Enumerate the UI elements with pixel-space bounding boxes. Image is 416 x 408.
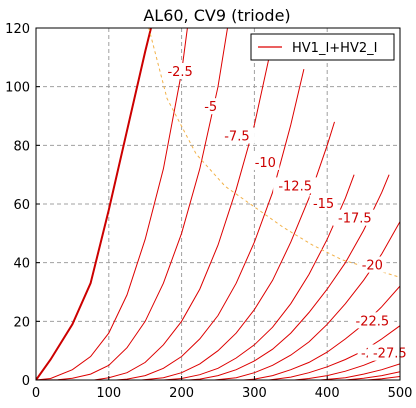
curve-label-text: -22.5	[356, 314, 390, 329]
plate-curve--12.5	[36, 121, 335, 380]
x-tick-label: 500	[388, 386, 413, 401]
curve-label: -10	[251, 153, 280, 171]
curve-label-text: -17.5	[338, 212, 372, 227]
chart-title: AL60, CV9 (triode)	[143, 6, 290, 25]
y-tick-label: 0	[22, 374, 30, 389]
curve-label-bg	[218, 127, 255, 144]
curve-label-bg	[309, 195, 338, 211]
plate-curve--17.5	[36, 174, 390, 380]
plate-curve--5	[36, 28, 228, 380]
curve-label: -15	[309, 195, 338, 212]
curve-label-text: -15	[313, 197, 334, 212]
y-tick-label: 80	[13, 139, 30, 154]
x-tick-label: 100	[96, 386, 121, 401]
curve-label-bg	[358, 256, 387, 273]
x-tick-label: 400	[315, 386, 340, 401]
curve-label: -17.5	[332, 209, 377, 227]
curve-label: -22.5	[350, 312, 395, 329]
curve-label-text: -27.5	[373, 347, 407, 362]
y-tick-label: 40	[13, 257, 30, 272]
y-tick-label: 100	[5, 81, 30, 96]
plate-curve--10	[36, 68, 305, 380]
plate-curves	[36, 28, 400, 380]
curve-label-text: -7.5	[224, 130, 249, 145]
x-tick-label: 200	[169, 386, 194, 401]
curve-label-text: -10	[255, 156, 276, 171]
curve-label-bg	[251, 153, 280, 170]
curve-label-bg	[162, 63, 199, 79]
legend-label: HV1_I+HV2_I	[292, 41, 377, 56]
y-tick-label: 20	[13, 315, 30, 330]
curve-label-text: -5	[204, 100, 217, 115]
curve-label-bg	[332, 209, 377, 226]
curve-label: -27.5	[367, 344, 412, 362]
plate-curve--2.5	[36, 28, 188, 380]
plate-curve--35	[36, 376, 400, 380]
plate-curve--30	[36, 363, 400, 380]
plate-curve--20	[36, 221, 400, 380]
curve-label: -7.5	[218, 127, 255, 145]
curve-label: -20	[358, 256, 387, 274]
curve-label-bg	[350, 312, 395, 329]
curve-labels: -2.5-5-7.5-10-12.5-15-17.5-20-22.5-25-27…	[162, 63, 412, 362]
y-tick-label: 60	[13, 198, 30, 213]
curve-label-text: -12.5	[278, 179, 312, 194]
curve-label: -5	[200, 98, 221, 115]
curve-label-bg	[367, 344, 412, 361]
plate-curve--25	[36, 325, 400, 380]
max-dissipation-line	[148, 28, 400, 278]
axis-ticks: 0 100 200 300 400 500 0 20 40 60 80 100 120	[5, 22, 412, 401]
curve-label-text: -20	[362, 259, 383, 274]
load-line	[148, 28, 400, 278]
legend: HV1_I+HV2_I	[250, 33, 395, 61]
y-tick-label: 120	[5, 22, 30, 37]
plate-curve-0	[36, 28, 152, 380]
plate-curve--32.5	[36, 371, 400, 380]
plate-curve--7.5	[36, 51, 271, 380]
curve-label-text: -2.5	[167, 65, 192, 80]
curve-label-bg	[200, 98, 221, 115]
x-tick-label: 0	[32, 386, 40, 401]
curve-label: -2.5	[162, 63, 199, 80]
curve-label: -12.5	[273, 177, 318, 194]
grid-lines	[36, 28, 400, 380]
plate-curve--22.5	[36, 285, 400, 380]
x-tick-label: 300	[242, 386, 267, 401]
curve-label-bg	[273, 177, 318, 194]
